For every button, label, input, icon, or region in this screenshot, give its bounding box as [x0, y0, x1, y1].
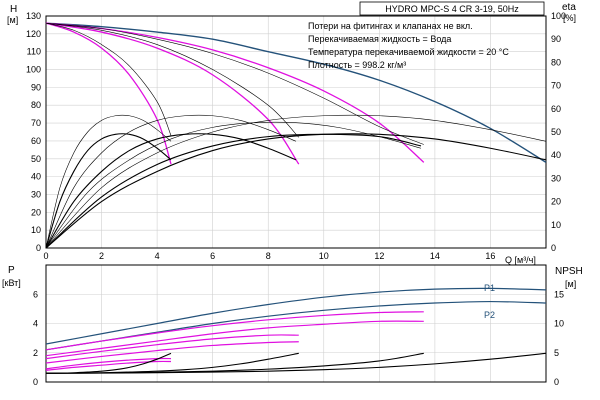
eta-axis-unit: [%] — [563, 13, 576, 23]
p-axis-unit: [кВт] — [2, 278, 21, 288]
x-tick-label: 12 — [374, 251, 384, 261]
eta-tick-label: 100 — [551, 11, 566, 21]
eta-tick-label: 70 — [551, 81, 561, 91]
h-tick-label: 90 — [31, 82, 41, 92]
p1-curve — [45, 287, 547, 345]
npsh-curve — [45, 352, 172, 374]
bottom-plot-frame — [45, 264, 547, 383]
top-plot-frame — [45, 15, 547, 249]
note-line-2: Перекачиваемая жидкость = Вода — [308, 34, 451, 44]
npsh-axis-unit: [м] — [565, 279, 576, 289]
x-tick-label: 8 — [266, 251, 271, 261]
eta_thin-curve — [45, 121, 422, 249]
eta-tick-label: 80 — [551, 57, 561, 67]
npsh-tick-label: 15 — [554, 289, 564, 299]
h-tick-label: 30 — [31, 189, 41, 199]
power_reduced-curve — [45, 360, 172, 371]
chart-title: HYDRO MPC-S 4 CR 3-19, 50Hz — [385, 4, 519, 14]
h-tick-label: 100 — [26, 65, 41, 75]
head_reduced-curve — [45, 22, 300, 165]
head_thin-curve — [45, 22, 299, 138]
h-tick-label: 0 — [36, 243, 41, 253]
head_max-curve — [45, 22, 547, 163]
eta-tick-label: 60 — [551, 104, 561, 114]
x-tick-label: 2 — [99, 251, 104, 261]
h-tick-label: 20 — [31, 207, 41, 217]
p-tick-label: 0 — [33, 377, 38, 387]
h-tick-label: 80 — [31, 100, 41, 110]
x-tick-label: 4 — [155, 251, 160, 261]
eta_thin-curve — [45, 114, 297, 249]
npsh-tick-label: 5 — [554, 348, 559, 358]
eta-curve — [45, 133, 172, 249]
power_reduced-curve — [45, 320, 424, 357]
head_reduced-curve — [45, 22, 172, 165]
q-axis-label: Q [м³/ч] — [505, 255, 536, 265]
x-tick-label: 10 — [319, 251, 329, 261]
h-tick-label: 130 — [26, 11, 41, 21]
eta-tick-label: 90 — [551, 34, 561, 44]
p2-label: P2 — [484, 310, 495, 320]
eta-axis-label: eta — [562, 2, 576, 13]
power_reduced-curve — [45, 334, 299, 360]
eta-tick-label: 50 — [551, 127, 561, 137]
eta-tick-label: 20 — [551, 197, 561, 207]
bottom-plot-grid — [45, 265, 546, 383]
eta-tick-label: 40 — [551, 150, 561, 160]
x-tick-label: 0 — [43, 251, 48, 261]
bottom-plot-tick-labels: 0 2 4 6 0 5 10 15 — [33, 289, 564, 387]
note-line-3: Температура перекачиваемой жидкости = 20… — [308, 47, 509, 57]
bottom-plot-series — [45, 287, 547, 374]
eta-tick-label: 30 — [551, 173, 561, 183]
h-tick-label: 60 — [31, 136, 41, 146]
npsh-tick-label: 10 — [554, 319, 564, 329]
p-tick-label: 6 — [33, 289, 38, 299]
h-axis-label: H — [10, 4, 17, 15]
eta_thin-curve — [45, 114, 172, 249]
eta-curve — [45, 133, 297, 249]
x-tick-label: 14 — [430, 251, 440, 261]
p-tick-label: 2 — [33, 348, 38, 358]
p-axis-label: P — [8, 265, 15, 276]
top-plot-series — [45, 22, 547, 249]
eta-curve — [45, 133, 547, 249]
power_reduced-curve — [45, 341, 299, 364]
note-line-1: Потери на фитингах и клапанах не вкл. — [308, 21, 473, 31]
x-tick-label: 16 — [485, 251, 495, 261]
chart-title-box — [359, 1, 545, 16]
eta_thin-curve — [45, 114, 547, 249]
note-line-4: Плотность = 998.2 кг/м³ — [308, 60, 406, 70]
p-tick-label: 4 — [33, 319, 38, 329]
head_thin-curve — [45, 22, 424, 145]
power_reduced-curve — [45, 357, 172, 370]
h-tick-label: 10 — [31, 225, 41, 235]
npsh-curve — [45, 352, 299, 374]
npsh-axis-label: NPSH — [555, 266, 583, 277]
h-axis-unit: [м] — [7, 15, 18, 25]
head_thin-curve — [45, 22, 172, 136]
h-tick-label: 110 — [27, 47, 41, 57]
x-tick-label: 6 — [210, 251, 215, 261]
npsh-tick-label: 0 — [554, 377, 559, 387]
top-plot-tick-labels: 0 2 4 6 8 10 12 14 16010203040506070809010011012… — [26, 11, 566, 261]
power_reduced-curve — [45, 311, 424, 351]
h-tick-label: 40 — [31, 172, 41, 182]
h-tick-label: 50 — [31, 154, 41, 164]
eta-tick-label: 0 — [551, 243, 556, 253]
h-tick-label: 120 — [26, 29, 41, 39]
eta-tick-label: 10 — [551, 220, 561, 230]
h-tick-label: 70 — [31, 118, 41, 128]
eta-curve — [45, 133, 422, 249]
p1-label: P1 — [484, 283, 495, 293]
